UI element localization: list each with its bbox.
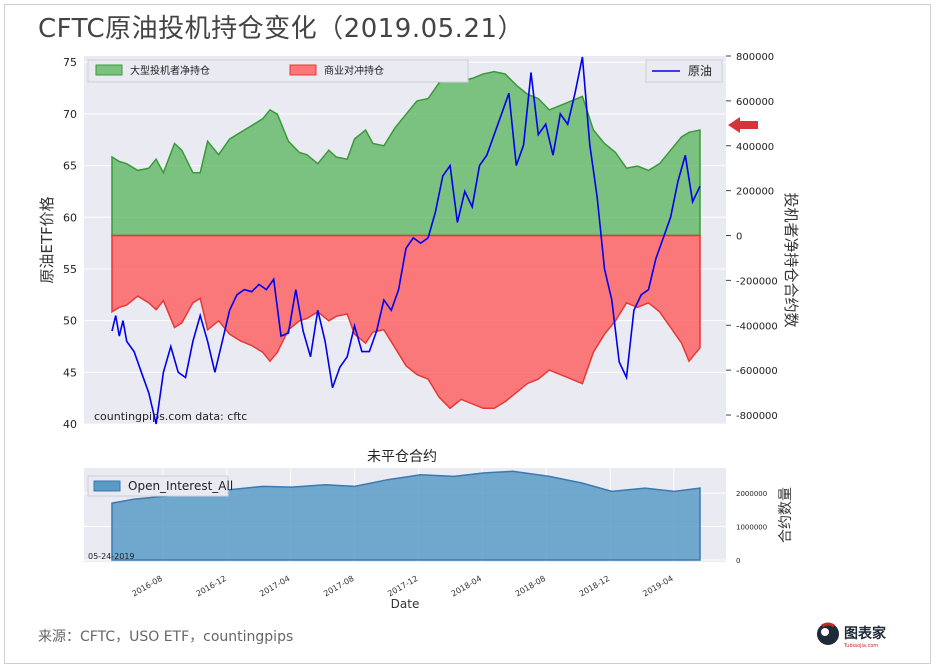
red-arrow-icon: [728, 117, 758, 133]
x-tick-label: 2016-12: [195, 574, 228, 599]
logo-text: 图表家: [844, 625, 887, 642]
x-tick-label: 2019-04: [641, 574, 674, 599]
left-tick-label: 45: [63, 366, 77, 379]
left-tick-label: 60: [63, 211, 77, 224]
legend-swatch-commercial: [289, 64, 317, 76]
legend-label-speculators: 大型投机者净持仓: [130, 64, 210, 77]
left-tick-label: 65: [63, 160, 77, 173]
subplot-title: 未平仓合约: [367, 449, 437, 465]
figure-frame: [4, 4, 931, 664]
left-axis-ticks: 40 45 50 55 60 65 70 75: [63, 56, 77, 431]
right-tick-label: -600000: [736, 366, 778, 377]
oil-price-line: [111, 56, 701, 425]
subplot-tick-label: 2000000: [736, 490, 767, 498]
subplot-legend-box: [87, 475, 229, 497]
x-tick-label: 2017-12: [386, 574, 419, 599]
x-axis-label: Date: [391, 597, 420, 611]
left-tick-label: 55: [63, 263, 77, 276]
x-axis-ticks: 2016-08 2016-12 2017-04 2017-08 2017-12 2018-…: [130, 574, 674, 599]
x-tick-label: 2017-04: [258, 574, 291, 599]
right-tick-label: -200000: [736, 276, 778, 287]
right-tick-label: -800000: [736, 411, 778, 422]
source-text: 来源：CFTC，USO ETF，countingpips: [38, 629, 294, 645]
page-title: CFTC原油投机持仓变化（2019.05.21）: [38, 14, 525, 44]
x-tick-label: 2018-12: [578, 574, 611, 599]
x-tick-label: 2017-08: [322, 574, 355, 599]
x-tick-label: 2018-04: [450, 574, 483, 599]
right-tick-label: 800000: [736, 52, 774, 63]
commercial-area: [111, 234, 701, 410]
x-tick-label: 2018-08: [514, 574, 547, 599]
right-tick-label: 400000: [736, 142, 774, 153]
subplot-tick-label: 0: [736, 557, 740, 565]
legend-label-open-interest: Open_Interest_All: [128, 479, 233, 493]
right-tick-label: -400000: [736, 321, 778, 332]
right-tick-label: 200000: [736, 187, 774, 198]
legend-label-oil: 原油: [688, 64, 712, 78]
right-tick-label: 0: [736, 232, 742, 243]
subplot-right-ticks: 0 1000000 2000000: [736, 490, 767, 565]
subplot-tick-label: 1000000: [736, 524, 767, 532]
left-tick-label: 40: [63, 418, 77, 431]
tubiaojia-logo: 图表家 Tubiaojia.com: [817, 622, 887, 649]
left-tick-label: 50: [63, 315, 77, 328]
source-annotation: countingpips.com data: cftc: [94, 410, 247, 423]
main-legend-box: [87, 59, 469, 83]
x-tick-label: 2016-08: [130, 574, 163, 599]
subplot-date-annotation: 05-24-2019: [88, 552, 135, 561]
oil-legend-box: [645, 59, 723, 83]
right-axis-label: 投机者净持仓合约数: [782, 192, 800, 327]
subplot-ylabel: 合约数量: [778, 487, 794, 543]
legend-swatch-open-interest: [93, 480, 121, 492]
right-tick-label: 600000: [736, 97, 774, 108]
legend-swatch-speculators: [95, 64, 123, 76]
legend-label-commercial: 商业对冲持仓: [324, 64, 384, 77]
left-tick-label: 70: [63, 108, 77, 121]
logo-subtext: Tubiaojia.com: [843, 643, 878, 649]
left-axis-label: 原油ETF价格: [38, 196, 56, 283]
left-tick-label: 75: [63, 56, 77, 69]
right-axis-ticks: -800000 -600000 -400000 -200000 0 200000 40000…: [726, 52, 778, 422]
speculators-area: [111, 70, 701, 237]
